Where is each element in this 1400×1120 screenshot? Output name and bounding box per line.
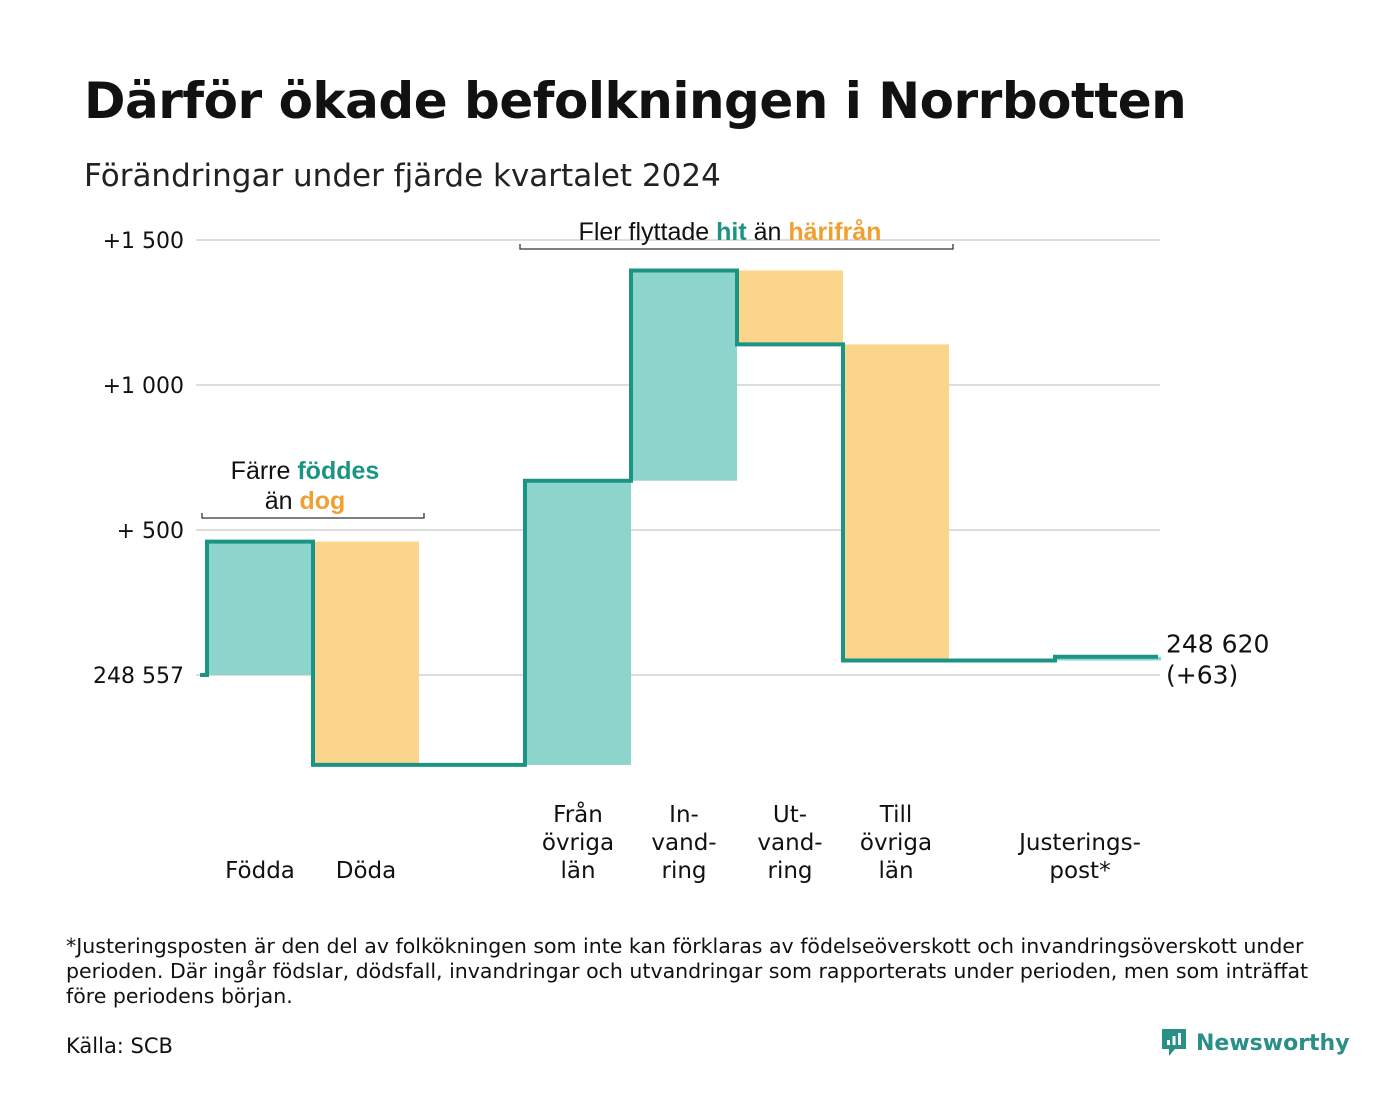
y-tick-label: +1 500 xyxy=(103,229,184,254)
y-tick-label: +1 000 xyxy=(103,374,184,399)
annotation-text: Färre föddes xyxy=(231,457,380,485)
x-category-label: Döda xyxy=(336,858,396,884)
x-category-label: övriga xyxy=(860,830,932,856)
annotation-segment: än xyxy=(747,218,789,246)
annotation-segment: än xyxy=(265,487,300,515)
waterfall-bar xyxy=(207,541,313,675)
x-category-label: In- xyxy=(669,802,699,828)
annotation-segment: föddes xyxy=(297,457,379,485)
x-category-label: län xyxy=(878,858,913,884)
x-category-label: Ut- xyxy=(773,802,807,828)
x-category-label: Från xyxy=(553,800,603,828)
waterfall-bar xyxy=(631,270,737,481)
newsworthy-icon xyxy=(1162,1029,1186,1056)
x-category-label: vand- xyxy=(651,830,716,856)
x-category-label: post* xyxy=(1049,858,1110,884)
annotation-text: än dog xyxy=(265,487,346,515)
y-tick-label: + 500 xyxy=(117,519,184,544)
annotation-segment: härifrån xyxy=(788,218,881,246)
waterfall-chart: +1 500 +1 000 + 500 248 557 248 620(+63) Född… xyxy=(93,218,1269,884)
x-category-label: ring xyxy=(661,858,706,884)
x-category-label: ring xyxy=(767,858,812,884)
x-category-label: övriga xyxy=(542,830,614,856)
footnote: *Justeringsposten är den del av folkökni… xyxy=(66,934,1309,1008)
annotation-bracket xyxy=(519,244,954,250)
x-category-label: Födda xyxy=(225,858,295,884)
waterfall-bar xyxy=(737,270,843,345)
cumulative-line xyxy=(200,268,1158,767)
annotation-text: Fler flyttade hit än härifrån xyxy=(579,218,882,246)
annotation-segment: hit xyxy=(716,218,747,246)
waterfall-bar xyxy=(313,541,419,765)
chart-subtitle: Förändringar under fjärde kvartalet 2024 xyxy=(84,158,721,194)
source-note: Källa: SCB xyxy=(66,1034,173,1058)
x-category-label: Till xyxy=(879,802,913,828)
x-category-label: vand- xyxy=(757,830,822,856)
x-category-label: län xyxy=(560,858,595,884)
waterfall-bar xyxy=(843,344,949,661)
annotation-segment: dog xyxy=(299,487,345,515)
end-value-label: 248 620 xyxy=(1166,630,1269,659)
annotation-bracket xyxy=(201,513,425,519)
chart-title: Därför ökade befolkningen i Norrbotten xyxy=(84,72,1187,130)
brand-name: Newsworthy xyxy=(1196,1030,1350,1056)
newsworthy-logo: Newsworthy xyxy=(1160,1027,1350,1059)
end-value-label: (+63) xyxy=(1166,661,1238,690)
waterfall-bar xyxy=(525,480,631,765)
y-tick-label: 248 557 xyxy=(93,664,184,689)
annotation-segment: Färre xyxy=(231,457,298,485)
x-category-label: Justerings- xyxy=(1017,830,1141,856)
annotation-segment: Fler flyttade xyxy=(579,218,717,246)
